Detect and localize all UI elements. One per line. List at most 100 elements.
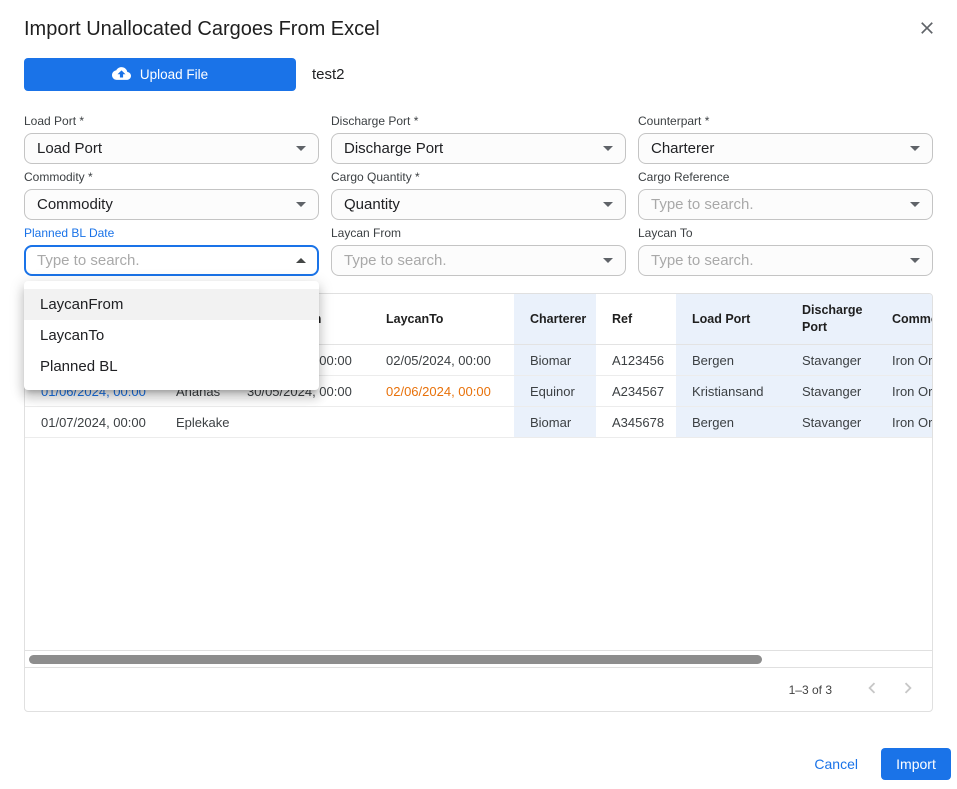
cell: A345678	[596, 407, 676, 437]
chevron-left-icon	[861, 687, 883, 702]
close-button[interactable]	[917, 18, 937, 38]
cell: A123456	[596, 345, 676, 375]
field-cargo-quantity: Cargo Quantity * Quantity	[331, 170, 626, 220]
laycan-to-combobox[interactable]	[638, 245, 933, 276]
commodity-select[interactable]: Commodity	[24, 189, 319, 220]
laycan-from-combobox[interactable]	[331, 245, 626, 276]
field-load-port: Load Port * Load Port	[24, 114, 319, 164]
table-row[interactable]: 01/07/2024, 00:00 Eplekake Biomar A34567…	[25, 407, 933, 438]
next-page-button[interactable]	[894, 676, 922, 704]
load-port-value: Load Port	[37, 140, 288, 157]
menu-item-laycanto[interactable]: LaycanTo	[24, 320, 319, 351]
laycan-to-label: Laycan To	[638, 226, 933, 240]
cell: Iron Ore	[876, 376, 933, 406]
field-cargo-reference: Cargo Reference	[638, 170, 933, 220]
close-icon	[917, 26, 937, 41]
dialog-title: Import Unallocated Cargoes From Excel	[24, 17, 933, 41]
cloud-upload-icon	[112, 64, 131, 86]
cell: 01/07/2024, 00:00	[25, 407, 160, 437]
cargo-reference-combobox[interactable]	[638, 189, 933, 220]
dialog-footer: Cancel Import	[814, 748, 951, 780]
import-button[interactable]: Import	[881, 748, 951, 780]
cell: Iron Ore	[876, 407, 933, 437]
dialog-header: Import Unallocated Cargoes From Excel	[0, 0, 957, 41]
upload-row: Upload File test2	[0, 41, 957, 91]
laycan-to-input[interactable]	[651, 252, 902, 269]
cell: Stavanger	[786, 345, 876, 375]
field-discharge-port: Discharge Port * Discharge Port	[331, 114, 626, 164]
cargo-quantity-select[interactable]: Quantity	[331, 189, 626, 220]
chevron-down-icon	[910, 202, 920, 207]
header-commodity[interactable]: Commodity	[876, 294, 933, 344]
cell: Iron Ore	[876, 345, 933, 375]
chevron-up-icon	[296, 258, 306, 263]
planned-bl-date-combobox[interactable]	[24, 245, 319, 276]
field-laycan-from: Laycan From	[331, 226, 626, 276]
chevron-down-icon	[910, 146, 920, 151]
planned-bl-date-menu: LaycanFrom LaycanTo Planned BL	[24, 281, 319, 390]
horizontal-scrollbar[interactable]	[25, 650, 932, 667]
counterpart-value: Charterer	[651, 140, 902, 157]
chevron-down-icon	[603, 146, 613, 151]
field-planned-bl-date: Planned BL Date LaycanFrom LaycanTo Plan…	[24, 226, 319, 276]
commodity-value: Commodity	[37, 196, 288, 213]
field-counterpart: Counterpart * Charterer	[638, 114, 933, 164]
pagination-range: 1–3 of 3	[789, 683, 832, 697]
header-discharge-port[interactable]: Discharge Port	[786, 294, 876, 344]
laycan-from-label: Laycan From	[331, 226, 626, 240]
discharge-port-label: Discharge Port *	[331, 114, 626, 128]
import-cargoes-dialog: Import Unallocated Cargoes From Excel Up…	[0, 0, 957, 789]
chevron-down-icon	[910, 258, 920, 263]
discharge-port-select[interactable]: Discharge Port	[331, 133, 626, 164]
discharge-port-value: Discharge Port	[344, 140, 595, 157]
commodity-label: Commodity *	[24, 170, 319, 184]
cell: Stavanger	[786, 376, 876, 406]
cancel-button[interactable]: Cancel	[814, 756, 858, 772]
upload-file-label: Upload File	[140, 67, 208, 82]
load-port-select[interactable]: Load Port	[24, 133, 319, 164]
chevron-right-icon	[897, 687, 919, 702]
field-laycan-to: Laycan To	[638, 226, 933, 276]
planned-bl-date-label: Planned BL Date	[24, 226, 319, 240]
previous-page-button[interactable]	[858, 676, 886, 704]
field-commodity: Commodity * Commodity	[24, 170, 319, 220]
cargo-quantity-label: Cargo Quantity *	[331, 170, 626, 184]
cell: Eplekake	[160, 407, 231, 437]
load-port-label: Load Port *	[24, 114, 319, 128]
chevron-down-icon	[603, 258, 613, 263]
cell: 02/05/2024, 00:00	[370, 345, 514, 375]
chevron-down-icon	[296, 202, 306, 207]
header-laycanto[interactable]: LaycanTo	[370, 294, 514, 344]
table-empty-area	[25, 438, 932, 650]
cargo-quantity-value: Quantity	[344, 196, 595, 213]
cell	[370, 407, 514, 437]
cargo-reference-input[interactable]	[651, 196, 902, 213]
header-load-port[interactable]: Load Port	[676, 294, 786, 344]
cell: Equinor	[514, 376, 596, 406]
cell: 02/06/2024, 00:00	[370, 376, 514, 406]
cell: Biomar	[514, 345, 596, 375]
column-mapping-form: Load Port * Load Port Discharge Port * D…	[0, 91, 957, 276]
chevron-down-icon	[603, 202, 613, 207]
cargo-reference-label: Cargo Reference	[638, 170, 933, 184]
uploaded-file-name: test2	[312, 66, 345, 83]
header-charterer[interactable]: Charterer	[514, 294, 596, 344]
laycan-from-input[interactable]	[344, 252, 595, 269]
counterpart-select[interactable]: Charterer	[638, 133, 933, 164]
cell: Kristiansand	[676, 376, 786, 406]
scrollbar-thumb[interactable]	[29, 655, 762, 664]
cell	[231, 407, 370, 437]
menu-item-planned-bl[interactable]: Planned BL	[24, 351, 319, 382]
cell: A234567	[596, 376, 676, 406]
upload-file-button[interactable]: Upload File	[24, 58, 296, 91]
counterpart-label: Counterpart *	[638, 114, 933, 128]
chevron-down-icon	[296, 146, 306, 151]
planned-bl-date-input[interactable]	[37, 252, 288, 269]
cell: Bergen	[676, 407, 786, 437]
cell: Biomar	[514, 407, 596, 437]
header-ref[interactable]: Ref	[596, 294, 676, 344]
cell: Bergen	[676, 345, 786, 375]
menu-item-laycanfrom[interactable]: LaycanFrom	[24, 289, 319, 320]
cell: Stavanger	[786, 407, 876, 437]
table-footer: 1–3 of 3	[25, 667, 932, 711]
